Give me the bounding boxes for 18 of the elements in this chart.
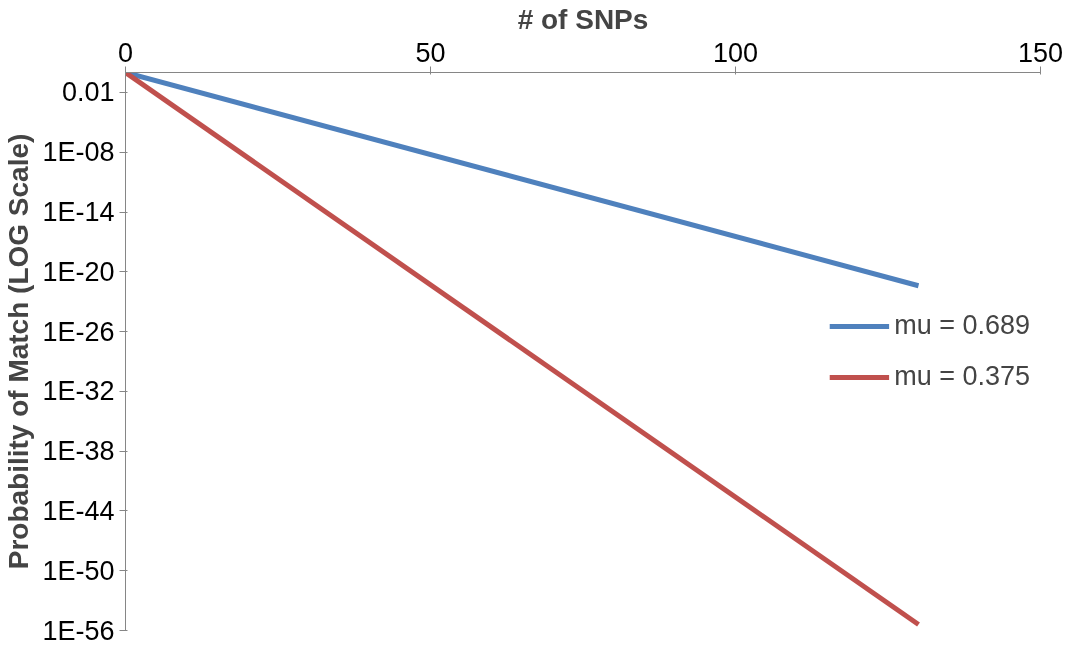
x-tick-label: 150 (1017, 37, 1064, 68)
y-tick-label: 1E-20 (42, 256, 115, 287)
y-tick-label: 1E-08 (42, 137, 115, 168)
legend-label: mu = 0.689 (894, 310, 1030, 341)
x-tick-label: 0 (117, 37, 134, 68)
x-tick-label: 100 (712, 37, 759, 68)
y-tick-label: 1E-14 (42, 197, 115, 227)
y-tick-label: 1E-56 (42, 615, 115, 646)
y-tick-label: 1E-32 (42, 376, 115, 407)
y-tick-label: 1E-50 (42, 555, 115, 586)
y-tick-label: 1E-26 (42, 316, 115, 347)
x-axis-title: # of SNPs (517, 3, 649, 35)
legend-label: mu = 0.375 (894, 361, 1030, 392)
y-tick-label: 1E-38 (42, 436, 115, 467)
y-axis-title: Probability of Match (LOG Scale) (3, 133, 35, 570)
y-tick-label: 1E-44 (42, 495, 115, 526)
y-tick-label: 0.01 (61, 77, 115, 108)
x-tick-label: 50 (415, 37, 446, 68)
